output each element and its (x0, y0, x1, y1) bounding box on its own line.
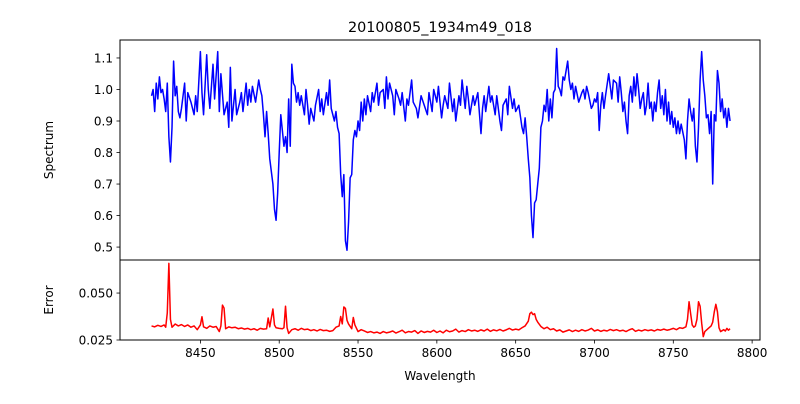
y-tick-label: 0.050 (79, 287, 113, 301)
axes-frame (119, 259, 761, 341)
y-tick-label: 0.9 (94, 115, 113, 129)
y-tick-label: 1.0 (94, 83, 113, 97)
error-panel: 0.025 0.050 8450 8500 8550 8600 8650 8700 8750 88… (79, 259, 768, 360)
x-tick-label: 8450 (185, 346, 216, 360)
y-tick-label: 1.1 (94, 51, 113, 65)
series-line-spectrum (150, 47, 731, 251)
x-tick-label: 8550 (343, 346, 374, 360)
y-tick-label: 0.6 (94, 209, 113, 223)
y-axis-label-spectrum: Spectrum (42, 121, 56, 179)
y-axis-label-error: Error (42, 285, 56, 314)
y-tick-label: 0.5 (94, 241, 113, 255)
x-tick-label: 8650 (500, 346, 531, 360)
y-tick-label: 0.025 (79, 334, 113, 348)
y-tick-label: 0.7 (94, 178, 113, 192)
x-axis-label: Wavelength (404, 369, 475, 383)
x-tick-label: 8600 (422, 346, 453, 360)
series-line-error (151, 262, 731, 338)
chart-title: 20100805_1934m49_018 (348, 20, 532, 36)
x-tick-label: 8700 (579, 346, 610, 360)
x-tick-label: 8800 (737, 346, 768, 360)
x-tick-label: 8500 (264, 346, 295, 360)
x-tick-label: 8750 (658, 346, 689, 360)
y-tick-label: 0.8 (94, 146, 113, 160)
